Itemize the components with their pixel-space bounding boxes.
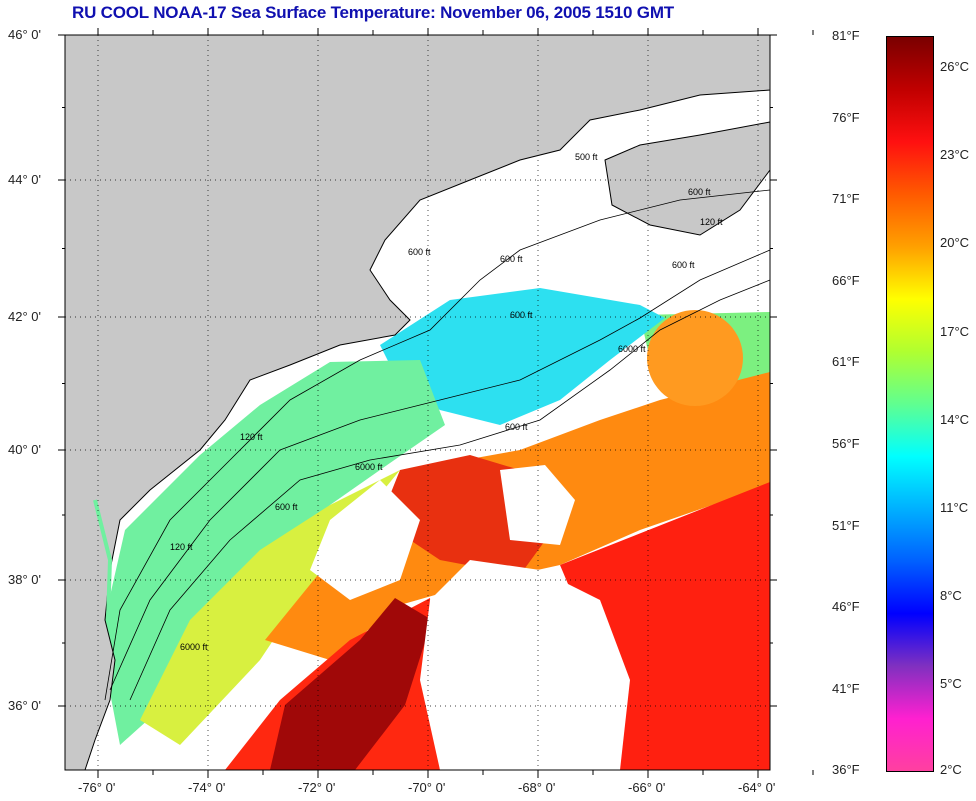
celsius-label: 26°C: [940, 59, 970, 74]
fahrenheit-label: 41°F: [832, 680, 860, 696]
fahrenheit-label: 76°F: [832, 109, 860, 125]
contour-label: 600 ft: [510, 310, 533, 320]
latitude-label: 42° 0': [8, 309, 41, 324]
chesapeake-bay: [93, 499, 120, 661]
map-title: RU COOL NOAA-17 Sea Surface Temperature:…: [72, 3, 674, 22]
fahrenheit-label: 81°F: [832, 28, 860, 43]
latitude-label: 36° 0': [8, 698, 41, 713]
latitude-label: 44° 0': [8, 172, 41, 187]
sst-layer: [100, 288, 770, 770]
cloud-cover-center: [420, 560, 630, 770]
bathymetry-contours: [104, 189, 771, 701]
celsius-label: 5°C: [940, 676, 962, 692]
celsius-label: 11°C: [940, 500, 969, 515]
celsius-label: 23°C: [940, 147, 970, 163]
contour-label: 600 ft: [672, 260, 695, 270]
longitude-label: -72° 0': [298, 780, 336, 795]
graticule: [58, 28, 814, 778]
fahrenheit-label: 71°F: [832, 191, 860, 207]
land-layer: [64, 34, 771, 771]
cloud-cover-west: [310, 480, 420, 600]
fahrenheit-label: 61°F: [832, 354, 860, 370]
fahrenheit-label: 66°F: [832, 272, 860, 288]
fahrenheit-label: 56°F: [832, 436, 860, 451]
map-frame: [64, 34, 771, 771]
latitude-label: 38° 0': [8, 572, 41, 587]
land-us-coast: [64, 34, 771, 771]
contour-label: 600 ft: [408, 247, 431, 257]
cloud-cover-north: [500, 465, 575, 545]
fahrenheit-label: 46°F: [832, 599, 860, 615]
sst-warm-eddy: [647, 310, 743, 406]
longitude-label: -76° 0': [78, 780, 116, 795]
longitude-label: -66° 0': [628, 780, 666, 795]
longitude-label: -64° 0': [738, 780, 776, 795]
sst-cyan-shelf: [380, 288, 665, 425]
contour-label: 120 ft: [700, 217, 723, 227]
contour-label: 600 ft: [688, 187, 711, 197]
contour-labels: 600 ft 600 ft 600 ft 600 ft 600 ft 6000 …: [170, 152, 723, 652]
land-nova-scotia: [604, 121, 771, 236]
contour-label: 600 ft: [500, 254, 523, 264]
latitude-label: 46° 0': [8, 27, 41, 42]
contour-label: 120 ft: [170, 542, 193, 552]
celsius-label: 8°C: [940, 588, 962, 604]
celsius-label: 17°C: [940, 323, 970, 339]
contour-label: 600 ft: [275, 502, 298, 512]
longitude-label: -74° 0': [188, 780, 226, 795]
contour-label: 6000 ft: [618, 344, 646, 354]
celsius-label: 20°C: [940, 235, 970, 251]
colorbar: [886, 36, 934, 772]
celsius-label: 2°C: [940, 762, 962, 777]
longitude-label: -68° 0': [518, 780, 556, 795]
latitude-label: 40° 0': [8, 442, 41, 457]
celsius-label: 14°C: [940, 411, 970, 427]
fahrenheit-label: 36°F: [832, 762, 860, 778]
contour-label: 120 ft: [240, 432, 263, 442]
contour-label: 500 ft: [575, 152, 598, 162]
contour-label: 600 ft: [505, 422, 528, 432]
contour-label: 6000 ft: [180, 642, 208, 652]
contour-label: 6000 ft: [355, 462, 383, 472]
longitude-label: -70° 0': [408, 780, 446, 795]
sst-dark-red: [270, 598, 432, 770]
fahrenheit-label: 51°F: [832, 517, 860, 533]
